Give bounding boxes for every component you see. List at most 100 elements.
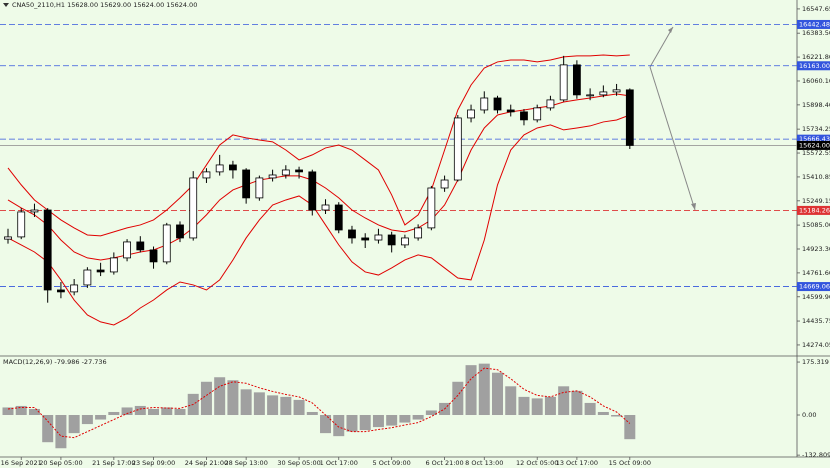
y-tick-label: 16547.65: [802, 5, 830, 13]
trend-arrow: [649, 26, 674, 68]
macd-bar: [399, 415, 411, 423]
macd-bar: [267, 395, 279, 416]
y-tick-label: -132.809: [802, 451, 830, 459]
candle-body: [215, 164, 224, 173]
macd-bar: [544, 396, 556, 416]
macd-bar: [293, 399, 305, 416]
macd-bar: [531, 398, 543, 416]
candle-body: [30, 209, 39, 213]
y-tick-label: 175.319: [802, 358, 829, 366]
macd-bar: [42, 415, 54, 443]
macd-bar: [333, 415, 345, 437]
level-label: 15624.00: [799, 141, 830, 149]
arrow-head: [668, 27, 673, 33]
candle-body: [96, 269, 105, 273]
x-tick-label: 1 Oct 17:00: [320, 459, 358, 467]
y-tick-label: 15572.55: [802, 149, 830, 157]
x-tick-label: 24 Sep 21:00: [185, 459, 228, 467]
level-label: 15184.26: [799, 206, 830, 214]
macd-title: MACD(12,26,9) -79.986 -27.736: [3, 358, 107, 366]
x-tick-label: 30 Sep 05:00: [277, 459, 320, 467]
level-label: 14669.06: [799, 283, 830, 291]
candle-body: [586, 94, 595, 97]
bollinger-lower: [7, 114, 630, 326]
macd-bar: [240, 389, 252, 416]
macd-bar: [372, 415, 384, 428]
candle-body: [4, 236, 12, 240]
y-tick-label: 0.00: [802, 411, 816, 419]
x-tick-label: 16 Sep 2021: [1, 459, 42, 467]
level-box: [797, 61, 830, 71]
y-tick-label: 14761.60: [802, 269, 830, 277]
macd-bar: [465, 365, 477, 416]
candle-body: [506, 109, 515, 113]
y-tick-label: 16221.80: [802, 53, 830, 61]
x-tick-label: 20 Sep 05:00: [39, 459, 82, 467]
macd-bar: [280, 396, 292, 416]
x-tick-label: 23 Sep 09:00: [132, 459, 175, 467]
candle-body: [334, 204, 343, 231]
y-tick-label: 15249.15: [802, 197, 830, 205]
signal-line: [7, 367, 631, 439]
macd-bar: [174, 408, 186, 416]
macd-bar: [597, 411, 609, 416]
candle-body: [176, 224, 184, 239]
macd-bar: [121, 407, 133, 416]
y-tick-label: 14599.90: [802, 293, 830, 301]
candle-body: [533, 107, 542, 121]
candle-body: [295, 169, 303, 173]
macd-bar: [478, 363, 490, 416]
candle-body: [440, 179, 449, 189]
x-tick-label: 6 Oct 21:00: [425, 459, 463, 467]
x-tick-label: 8 Oct 13:00: [465, 459, 503, 467]
level-box: [797, 134, 830, 144]
candle-body: [123, 241, 131, 259]
candle-body: [480, 97, 489, 111]
macd-bar: [306, 411, 318, 416]
candle-body: [612, 89, 621, 93]
level-box: [797, 19, 830, 29]
y-tick-label: 14435.75: [802, 317, 830, 325]
macd-bar: [253, 392, 265, 416]
candle-body: [308, 171, 317, 211]
y-tick-label: 15734.25: [802, 125, 830, 133]
candle-body: [83, 269, 92, 286]
macd-bar: [68, 415, 80, 434]
macd-bar: [492, 372, 504, 416]
macd-bar: [2, 407, 14, 416]
level-box: [797, 140, 830, 150]
macd-bar: [108, 411, 120, 416]
candle-body: [599, 91, 608, 96]
macd-bar: [452, 381, 464, 416]
candle-body: [57, 289, 65, 293]
x-tick-label: 13 Oct 17:00: [556, 459, 598, 467]
x-tick-label: 5 Oct 09:00: [373, 459, 411, 467]
macd-bar: [28, 408, 40, 416]
level-label: 16442.48: [799, 20, 830, 28]
candle-body: [374, 234, 383, 241]
candle-body: [109, 257, 118, 273]
menu-arrow[interactable]: [3, 3, 9, 7]
macd-bar: [95, 415, 107, 420]
macd-bar: [15, 405, 27, 416]
macd-bar: [214, 377, 226, 416]
candle-body: [387, 234, 396, 246]
macd-bar: [611, 415, 623, 417]
candle-body: [281, 169, 290, 176]
candle-body: [43, 209, 52, 291]
y-tick-label: 16060.10: [802, 77, 830, 85]
candle-body: [268, 174, 277, 179]
macd-bar: [320, 415, 332, 434]
y-tick-label: 16383.50: [802, 29, 830, 37]
macd-bar: [55, 415, 67, 449]
level-box: [797, 282, 830, 292]
candle-body: [427, 187, 436, 229]
bollinger-upper: [7, 54, 630, 237]
candle-body: [546, 99, 555, 109]
candle-body: [189, 177, 198, 239]
candle-body: [414, 227, 423, 239]
macd-bar: [624, 415, 636, 440]
candle-body: [17, 211, 26, 238]
candle-body: [625, 89, 634, 146]
